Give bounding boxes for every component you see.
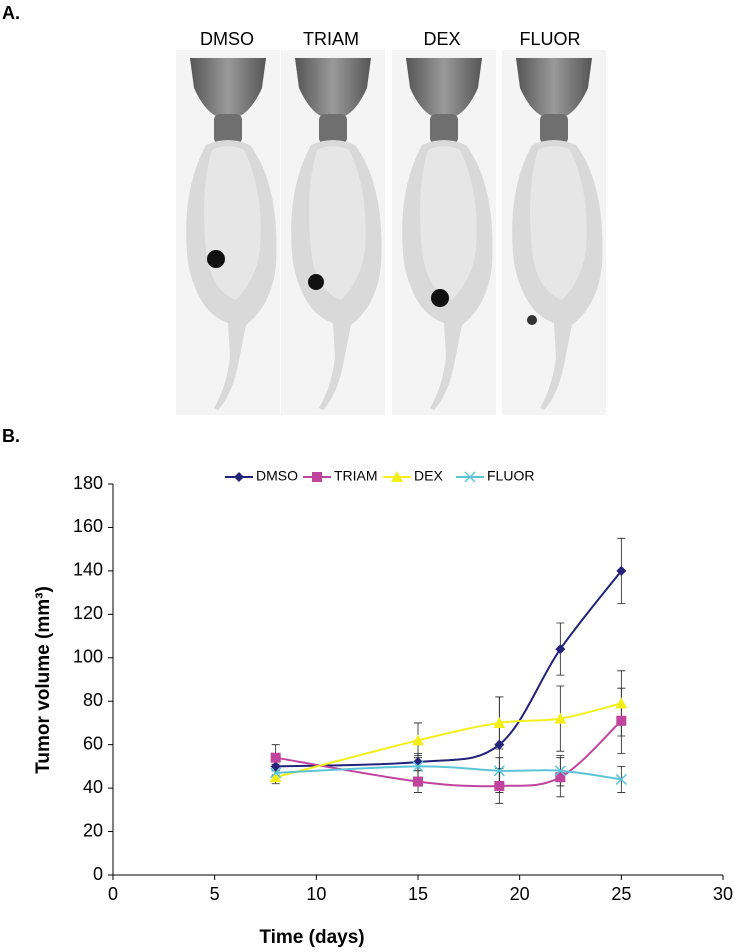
x-tick-label: 15 xyxy=(408,884,428,904)
point xyxy=(554,712,567,724)
x-tick-label: 0 xyxy=(108,884,118,904)
point xyxy=(412,734,424,746)
y-tick-label: 60 xyxy=(83,733,103,753)
legend-label: DEX xyxy=(414,468,443,484)
photo xyxy=(392,50,496,415)
y-tick-label: 0 xyxy=(93,864,103,884)
point xyxy=(554,765,566,777)
series-line xyxy=(275,570,623,768)
y-tick-label: 120 xyxy=(73,603,103,623)
series-line xyxy=(275,702,622,779)
x-axis-label: Time (days) xyxy=(259,927,364,948)
y-tick-label: 100 xyxy=(73,647,103,667)
point xyxy=(616,715,627,726)
legend-marker xyxy=(391,471,403,482)
panel-label: A. xyxy=(2,3,20,23)
point xyxy=(616,565,627,576)
image-label: FLUOR xyxy=(519,29,580,49)
legend-label: DMSO xyxy=(256,468,298,484)
photo xyxy=(502,50,606,415)
x-tick-label: 10 xyxy=(306,884,326,904)
legend-marker xyxy=(464,471,476,483)
point xyxy=(493,716,506,728)
y-tick-label: 80 xyxy=(83,690,103,710)
x-tick-label: 25 xyxy=(611,884,631,904)
x-tick-label: 5 xyxy=(210,884,220,904)
x-tick-label: 20 xyxy=(510,884,530,904)
point xyxy=(555,644,566,655)
point xyxy=(270,761,281,772)
point xyxy=(615,773,627,785)
point xyxy=(270,752,281,763)
legend-marker xyxy=(312,472,322,482)
point xyxy=(413,776,423,787)
point xyxy=(269,771,282,783)
y-tick-label: 160 xyxy=(73,516,103,536)
image-label: DEX xyxy=(423,29,460,49)
legend-label: TRIAM xyxy=(334,468,378,484)
series-line xyxy=(275,765,622,781)
point xyxy=(494,739,505,750)
y-axis-label: Tumor volume (mm³) xyxy=(33,586,54,774)
legend-label: FLUOR xyxy=(487,468,534,484)
y-tick-label: 140 xyxy=(73,560,103,580)
y-tick-label: 180 xyxy=(73,473,103,493)
legend-marker xyxy=(234,472,244,482)
y-tick-label: 20 xyxy=(83,820,103,840)
x-tick-label: 30 xyxy=(713,884,733,904)
point xyxy=(493,765,505,777)
photo xyxy=(281,50,385,415)
point xyxy=(412,760,424,772)
y-tick-label: 40 xyxy=(83,777,103,797)
series-line xyxy=(275,720,623,788)
photo xyxy=(176,50,280,415)
point xyxy=(270,767,282,779)
panel-label: B. xyxy=(2,426,20,446)
point xyxy=(615,697,628,709)
image-label: DMSO xyxy=(200,29,254,49)
image-label: TRIAM xyxy=(303,29,359,49)
point xyxy=(494,780,505,791)
point xyxy=(555,772,566,783)
